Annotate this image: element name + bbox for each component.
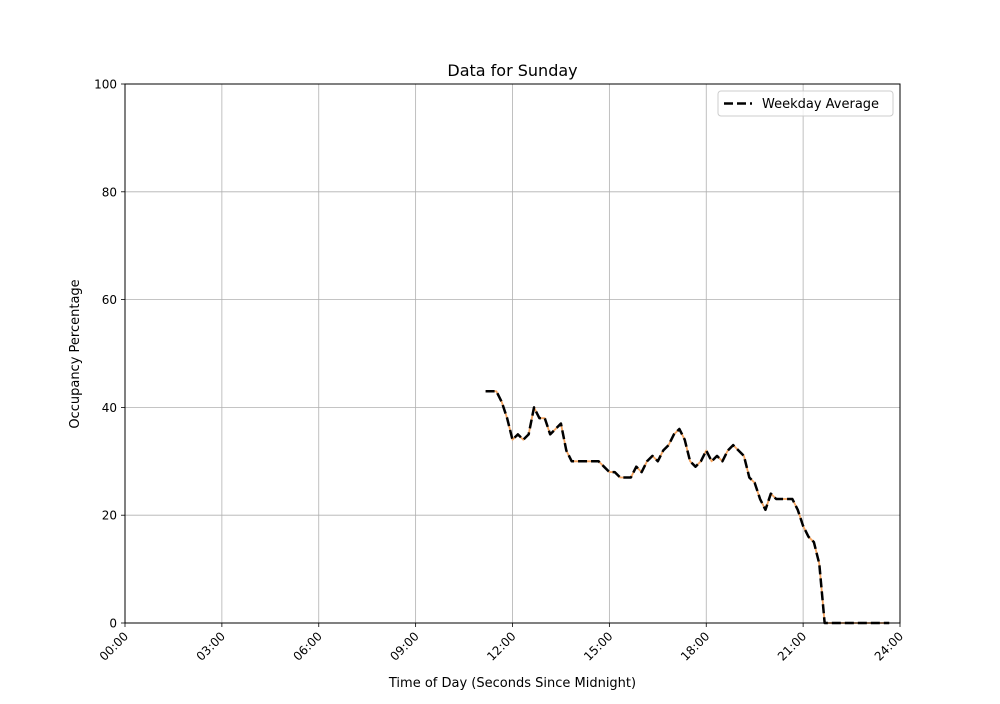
series-lines — [485, 389, 890, 625]
legend-label-weekday-average: Weekday Average — [762, 97, 879, 112]
chart-title: Data for Sunday — [447, 61, 577, 80]
legend: Weekday Average — [717, 90, 894, 117]
y-axis-label: Occupancy Percentage — [68, 279, 83, 428]
y-tick-label: 0 — [109, 617, 117, 631]
legend-box — [717, 90, 894, 117]
y-tick-label: 40 — [102, 401, 117, 415]
x-axis-label: Time of Day (Seconds Since Midnight) — [388, 676, 636, 691]
y-tick-label: 80 — [102, 185, 117, 199]
y-tick-label: 60 — [102, 293, 117, 307]
y-tick-label: 100 — [94, 78, 117, 92]
series-line-weekday-average — [485, 389, 890, 625]
y-axis-ticks: 0 20 40 60 80 100 — [94, 78, 125, 631]
y-tick-label: 20 — [102, 509, 117, 523]
